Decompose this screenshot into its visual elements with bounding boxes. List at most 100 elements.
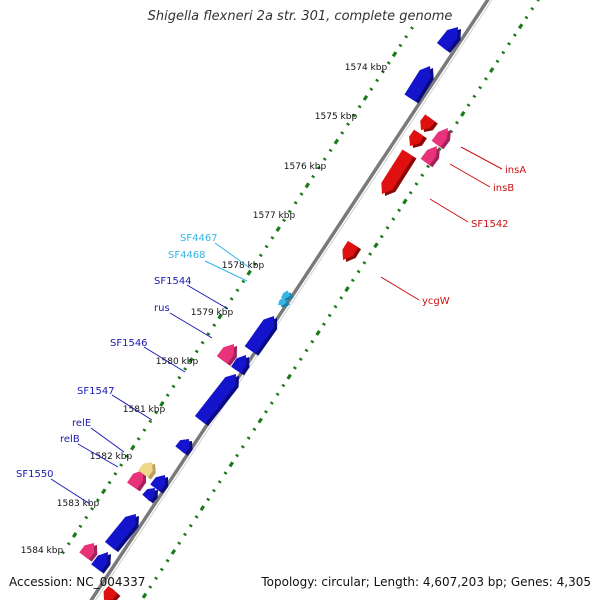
outer-track-tick — [84, 515, 89, 520]
gene-red-bottom — [103, 585, 121, 602]
outer-track-tick — [293, 201, 298, 205]
gene-SF4468 — [278, 297, 290, 308]
gene-blue-8-face — [104, 514, 136, 551]
outer-track-tick — [404, 34, 409, 39]
outer-track-tick — [282, 218, 286, 223]
outer-track-tick — [316, 166, 321, 170]
gene-blue-1 — [404, 66, 434, 104]
inner-track-tick — [426, 164, 430, 169]
inner-track-tick — [206, 497, 211, 502]
inner-track-tick — [240, 445, 245, 449]
inner-track-tick — [304, 348, 309, 353]
gene-labels: insA insB SF1542 ycgW SF4467 SF4468 SF1544 rus S… — [16, 165, 526, 480]
ruler-label: 1576 kbp — [284, 162, 327, 172]
outer-track-tick — [410, 26, 414, 30]
outer-track-tick — [188, 357, 194, 364]
gene-label-sf1550: SF1550 — [16, 469, 54, 480]
outer-track-tick — [304, 182, 311, 189]
leader-insb — [449, 163, 491, 188]
outer-track-tick — [194, 349, 199, 354]
gene-blue-6-face — [150, 475, 166, 492]
gene-label-sf4467: SF4467 — [180, 233, 218, 244]
outer-track-tick — [95, 498, 100, 502]
outer-track-tick — [246, 269, 252, 276]
ruler-label: 1575 kbp — [315, 112, 358, 122]
gene-red-2-face — [409, 129, 424, 146]
inner-track-tick — [183, 532, 187, 537]
inner-track-tick — [408, 190, 413, 195]
inner-track-tick — [170, 548, 177, 555]
inner-track-tick — [333, 304, 338, 309]
inner-track-tick — [159, 567, 164, 572]
gene-label-insa: insA — [505, 165, 526, 176]
gene-label-insb: insB — [493, 183, 514, 194]
ruler-label: 1582 kbp — [90, 452, 133, 462]
accession-text: Accession: NC_004337 — [9, 575, 146, 589]
leader-rele — [90, 427, 125, 453]
outer-track-tick — [113, 472, 118, 476]
gene-blue-2-face — [244, 316, 275, 354]
gene-blue-7 — [142, 488, 158, 504]
outer-track-tick — [275, 226, 281, 233]
ruler-label: 1579 kbp — [191, 308, 234, 318]
outer-track-tick — [66, 541, 71, 546]
leader-rus — [169, 312, 213, 339]
outer-track-tick — [61, 550, 65, 555]
outer-track-tick — [177, 375, 182, 380]
leader-ycgw — [380, 276, 420, 301]
outer-track-tick — [287, 209, 292, 214]
gene-label-sf4468: SF4468 — [168, 250, 206, 261]
inner-track-tick — [488, 67, 495, 74]
leader-relb — [77, 443, 119, 468]
ruler-label: 1584 kbp — [21, 546, 64, 556]
outer-track-tick — [357, 104, 362, 109]
inner-track-tick — [281, 383, 286, 388]
gene-top-blue — [436, 27, 461, 54]
outer-track-tick — [148, 419, 153, 424]
outer-track-tick — [154, 410, 159, 415]
inner-track-tick — [228, 461, 234, 468]
gene-insB — [420, 146, 440, 168]
inner-track-tick — [188, 523, 193, 528]
gene-SF1546 — [216, 344, 237, 366]
leader-sf1544 — [186, 284, 229, 310]
outer-track-tick — [183, 367, 188, 371]
backbone-highlight — [92, 0, 493, 604]
inner-track-tick — [257, 417, 263, 424]
outer-track-tick — [217, 313, 223, 320]
inner-track-tick — [472, 94, 477, 99]
outer-track-tick — [206, 332, 211, 336]
inner-track-tick — [507, 42, 512, 46]
outer-track-tick — [258, 253, 263, 258]
ruler-label: 1577 kbp — [253, 211, 296, 221]
outer-track-tick — [142, 428, 147, 432]
outer-track-tick — [229, 297, 234, 301]
outer-track-tick — [311, 174, 316, 179]
leader-sf4467 — [214, 242, 251, 269]
inner-track-tick — [217, 480, 222, 484]
inner-track-tick — [373, 242, 379, 249]
inner-track-tick — [385, 225, 390, 230]
inner-track-tick — [530, 6, 535, 11]
outer-track-tick — [71, 532, 78, 538]
inner-track-tick — [466, 103, 471, 107]
gene-blue-5 — [175, 439, 193, 456]
outer-track-tick — [340, 131, 345, 135]
inner-track-tick — [211, 488, 216, 493]
gene-features — [79, 27, 461, 602]
inner-track-tick — [344, 286, 350, 293]
gene-top-blue-face — [436, 27, 458, 52]
inner-track-tick — [148, 585, 153, 589]
inner-track-tick — [327, 313, 332, 318]
inner-track-tick — [414, 182, 419, 186]
inner-track-tick — [264, 409, 268, 414]
outer-track-tick — [136, 437, 141, 441]
ruler-label: 1583 kbp — [57, 499, 100, 509]
gene-SF4467-face — [281, 290, 291, 299]
outer-track-tick — [322, 157, 327, 161]
inner-track-tick — [512, 33, 517, 37]
inner-track-tick — [275, 392, 280, 397]
gene-SF1546-face — [216, 344, 234, 364]
